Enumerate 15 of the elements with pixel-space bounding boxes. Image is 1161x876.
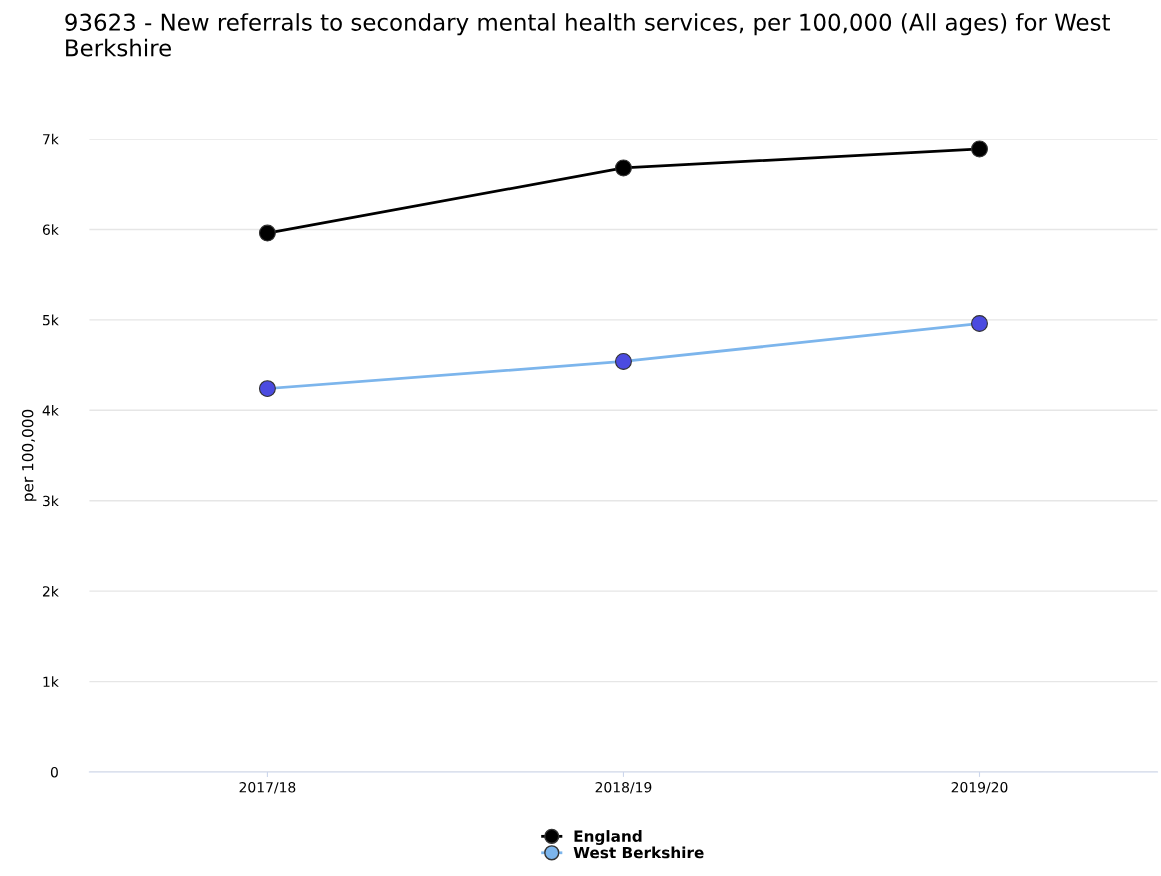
y-tick-label: 7k [43,133,59,145]
legend-label: West Berkshire [573,846,704,859]
y-tick-label: 2k [42,585,59,597]
y-tick-label: 0 [50,766,58,778]
y-tick-label: 6k [42,224,59,235]
y-tick-label: 4k [42,405,59,416]
y-axis-title: per 100,000 [21,409,37,501]
x-tick-label: 2017/18 [239,781,296,794]
y-tick-label: 5k [43,314,59,326]
chart-title: 93623 - New referrals to secondary mental health services, per 100,000 (All ages) for West Berkshire [65,13,1110,57]
y-tick-label: 1k [43,676,59,687]
y-tick-label: 3k [43,495,59,507]
x-tick-label: 2019/20 [951,781,1008,794]
legend-label: England [574,830,642,845]
x-tick-label: 2018/19 [595,781,652,794]
